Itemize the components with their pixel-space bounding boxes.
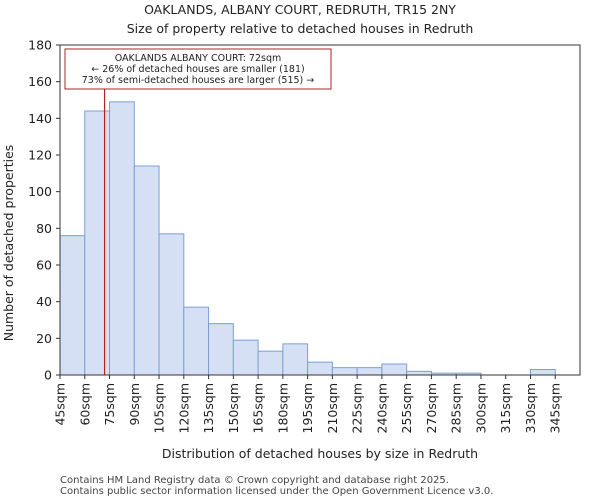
x-tick-label-240sqm: 240sqm: [374, 383, 389, 433]
bar-225sqm: [356, 367, 383, 376]
x-tick-label-345sqm: 345sqm: [548, 383, 563, 433]
x-tick-label-150sqm: 150sqm: [226, 383, 241, 433]
x-tick-label-165sqm: 165sqm: [251, 383, 266, 433]
y-axis: 0 20 40 60 80 100 120 140 160 180: [28, 38, 60, 383]
bar-60sqm: [84, 110, 111, 376]
y-tick-label: 20: [36, 331, 52, 346]
annotation-line-1: OAKLANDS ALBANY COURT: 72sqm: [115, 53, 282, 64]
annotation-line-2: ← 26% of detached houses are smaller (18…: [91, 64, 304, 75]
y-axis-label: Number of detached properties: [1, 145, 16, 342]
plot-frame: [59, 44, 581, 376]
x-tick-label-225sqm: 225sqm: [350, 383, 365, 433]
y-tick-label: 60: [36, 258, 52, 273]
bar-75sqm: [109, 101, 135, 376]
bar-120sqm: [183, 306, 210, 376]
annotation-box: OAKLANDS ALBANY COURT: 72sqm ← 26% of de…: [64, 48, 332, 90]
x-axis: 45sqm 60sqm 75sqm 90sqm 105sqm 120sqm 135sqm 15…: [53, 375, 563, 433]
chart-title: OAKLANDS, ALBANY COURT, REDRUTH, TR15 2N…: [144, 2, 456, 17]
bar-240sqm: [381, 363, 408, 376]
x-tick-label-330sqm: 330sqm: [523, 383, 538, 433]
bar-255sqm: [406, 370, 432, 376]
bar-195sqm: [307, 361, 333, 376]
x-tick-label-120sqm: 120sqm: [176, 383, 191, 433]
x-tick-label-270sqm: 270sqm: [424, 383, 439, 433]
y-tick-label: 160: [28, 74, 52, 89]
x-tick-label-60sqm: 60sqm: [77, 383, 92, 426]
y-tick-label: 120: [28, 148, 52, 163]
y-tick-label: 180: [28, 38, 52, 53]
x-tick-label-315sqm: 315sqm: [498, 383, 513, 433]
x-tick-label-255sqm: 255sqm: [399, 383, 414, 433]
y-tick-label: 0: [44, 368, 52, 383]
annotation-line-3: 73% of semi-detached houses are larger (…: [82, 75, 315, 86]
x-tick-label-300sqm: 300sqm: [473, 383, 488, 433]
x-tick-label-210sqm: 210sqm: [325, 383, 340, 433]
x-tick-label-285sqm: 285sqm: [449, 383, 464, 433]
x-tick-label-75sqm: 75sqm: [102, 383, 117, 426]
bar-90sqm: [133, 165, 160, 376]
y-tick-label: 140: [28, 111, 52, 126]
bar-135sqm: [208, 323, 234, 376]
chart-subtitle: Size of property relative to detached ho…: [127, 21, 474, 36]
bar-150sqm: [232, 339, 259, 376]
footer-line-1: Contains HM Land Registry data © Crown c…: [60, 475, 449, 486]
x-tick-label-180sqm: 180sqm: [275, 383, 290, 433]
bars-group: [59, 101, 556, 376]
bar-105sqm: [158, 233, 185, 376]
x-tick-label-135sqm: 135sqm: [201, 383, 216, 433]
y-tick-label: 40: [36, 294, 52, 309]
x-tick-label-105sqm: 105sqm: [152, 383, 167, 433]
y-tick-label: 100: [28, 184, 52, 199]
footer-line-2: Contains public sector information licen…: [60, 486, 493, 497]
bar-330sqm: [529, 369, 556, 376]
x-axis-label: Distribution of detached houses by size …: [162, 446, 478, 461]
bar-180sqm: [282, 343, 309, 376]
x-tick-label-195sqm: 195sqm: [300, 383, 315, 433]
x-tick-label-90sqm: 90sqm: [127, 383, 142, 426]
bar-45sqm: [59, 235, 86, 376]
annotation-frame: [64, 48, 332, 90]
bar-165sqm: [257, 350, 284, 376]
bar-210sqm: [331, 367, 358, 376]
y-tick-label: 80: [36, 221, 52, 236]
x-tick-label-45sqm: 45sqm: [53, 383, 68, 426]
